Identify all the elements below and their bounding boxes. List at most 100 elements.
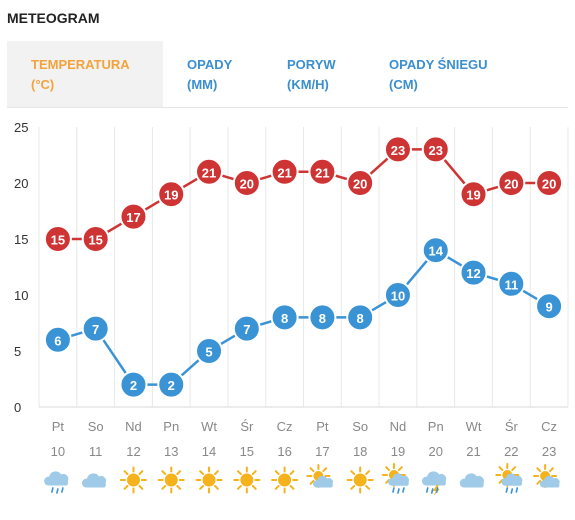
series-min-point: 6 [43, 325, 72, 354]
sun-ray [161, 485, 167, 490]
data-point-marker [535, 169, 564, 197]
x-date-label: 22 [504, 444, 518, 459]
page-title: METEOGRAM [7, 10, 100, 26]
tab-gust[interactable]: PORYW (KM/H) [263, 41, 365, 107]
data-point-marker [421, 135, 450, 164]
sun-ray [289, 485, 295, 490]
data-label: 19 [466, 188, 480, 203]
data-point-marker [270, 157, 299, 186]
sun-ray [511, 466, 517, 472]
x-day-label: Pt [316, 419, 329, 434]
cloud-shape [421, 471, 447, 486]
tab-temperature[interactable]: TEMPERATURA (°C) [7, 41, 163, 107]
x-date-label: 15 [240, 444, 254, 459]
series-min-point: 8 [308, 303, 337, 332]
sun-icon [157, 466, 185, 494]
tab-gust-label: PORYW [287, 57, 336, 72]
series-max-point: 20 [535, 169, 564, 197]
sun-icon [271, 466, 299, 494]
tab-precipitation[interactable]: OPADY (MM) [163, 41, 263, 107]
y-tick-label: 25 [14, 120, 28, 135]
x-date-label: 21 [466, 444, 480, 459]
data-point-marker [535, 292, 564, 321]
data-label: 21 [277, 165, 291, 180]
data-point-marker [119, 202, 148, 231]
data-point-marker [81, 314, 110, 343]
sun-ray [176, 470, 182, 475]
sun-ray [365, 485, 371, 490]
sun-disc [240, 473, 254, 487]
series-min-point: 10 [383, 281, 412, 309]
lightning-bolt [432, 485, 440, 496]
x-date-label: 23 [542, 444, 556, 459]
y-tick-label: 10 [14, 288, 28, 303]
cloud-icon [459, 473, 484, 488]
data-label: 8 [319, 311, 326, 326]
rain-drop [435, 487, 439, 493]
data-point-marker [270, 303, 299, 332]
x-day-label: So [88, 419, 104, 434]
sun-disc [126, 473, 140, 487]
data-label: 11 [504, 277, 518, 292]
cloud-storm-icon [421, 471, 447, 496]
sun-ray [199, 470, 205, 475]
sun-ray [536, 479, 542, 485]
data-point-marker [157, 370, 186, 399]
series-min-point: 7 [232, 314, 261, 343]
tab-snowfall[interactable]: OPADY ŚNIEGU (CM) [365, 41, 535, 107]
data-label: 15 [88, 233, 102, 248]
sun-ray [176, 485, 182, 490]
y-tick-label: 5 [14, 344, 21, 359]
x-day-label: Nd [125, 419, 142, 434]
data-label: 20 [353, 177, 367, 192]
data-point-marker [383, 135, 412, 164]
series-max-point: 15 [81, 225, 110, 253]
data-point-marker [157, 180, 186, 209]
cloud-icon [81, 473, 107, 488]
series-max-point: 19 [157, 180, 186, 209]
series-max-point: 15 [43, 225, 72, 253]
sun-ray [350, 470, 356, 475]
data-label: 20 [240, 177, 254, 192]
data-label: 10 [391, 289, 405, 304]
tab-snowfall-label: OPADY ŚNIEGU [389, 57, 488, 72]
x-day-label: Śr [240, 419, 254, 434]
x-day-label: Pt [52, 419, 65, 434]
data-point-marker [232, 314, 261, 343]
series-min-point: 2 [157, 370, 186, 399]
data-label: 8 [357, 311, 364, 326]
x-day-label: Wt [466, 419, 482, 434]
sun-ray [138, 485, 144, 490]
data-label: 15 [51, 233, 65, 248]
data-point-marker [81, 225, 110, 253]
sun-cloud-rain-icon [495, 463, 523, 494]
series-min-point: 14 [421, 236, 450, 265]
data-point-marker [497, 269, 526, 298]
sun-ray [199, 485, 205, 490]
rain-drop [510, 488, 514, 494]
sun-ray [322, 467, 328, 473]
sun-ray [350, 485, 356, 490]
sun-ray [498, 466, 504, 472]
data-label: 5 [205, 345, 212, 360]
series-max-point: 20 [232, 169, 261, 197]
x-day-label: Śr [505, 419, 519, 434]
x-date-label: 13 [164, 444, 178, 459]
data-point-marker [308, 303, 337, 332]
data-label: 23 [391, 143, 405, 158]
series-max-point: 21 [270, 157, 299, 186]
sun-ray [274, 470, 280, 475]
rain-drop [515, 487, 519, 493]
series-min-point: 12 [459, 258, 488, 287]
series-min-point: 11 [497, 269, 526, 298]
tab-snowfall-unit: (CM) [389, 77, 418, 92]
data-point-marker [308, 157, 337, 186]
series-min-point: 2 [119, 370, 148, 399]
data-label: 20 [504, 177, 518, 192]
data-label: 20 [542, 177, 556, 192]
sun-ray [161, 470, 167, 475]
data-label: 21 [202, 165, 216, 180]
sun-ray [138, 470, 144, 475]
data-point-marker [459, 180, 488, 209]
